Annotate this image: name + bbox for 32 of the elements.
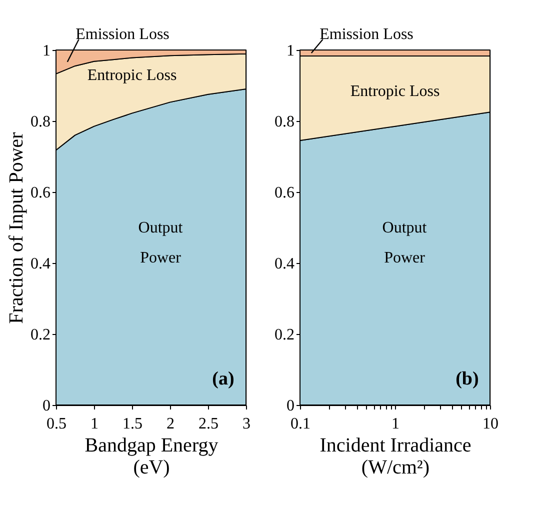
y-tick-label: 0.4 [274, 256, 294, 272]
y-tick-label: 0.2 [30, 326, 50, 344]
series-label: Entropic Loss [350, 82, 440, 100]
x-tick-label: 1 [90, 416, 98, 432]
x-axis-title: Bandgap Energy (eV) [84, 434, 218, 478]
x-tick-label: 2.5 [198, 416, 218, 432]
x-tick-label: 1.5 [122, 416, 142, 432]
y-tick-label: 0.2 [274, 326, 294, 344]
y-tick-label: 0.6 [274, 184, 294, 202]
y-tick-label: 0 [42, 398, 50, 414]
y-axis-title: Fraction of Input Power [6, 132, 28, 324]
x-tick-label: 3 [242, 416, 250, 432]
series-label: Output Power [382, 220, 428, 266]
y-tick-label: 0.8 [30, 114, 50, 130]
legend-label: Entropic Loss [87, 66, 177, 84]
x-tick-label: 1 [392, 416, 400, 432]
x-tick-label: 0.1 [290, 416, 310, 432]
x-tick-label: 0.5 [46, 416, 66, 432]
y-tick-label: 0.6 [30, 184, 50, 202]
x-tick-label: 2 [166, 416, 174, 432]
annotation: (a) [212, 368, 234, 390]
x-axis-title: Incident Irradiance (W/cm²) [320, 434, 472, 478]
y-tick-label: 0.4 [30, 256, 50, 272]
series-label: Emission Loss [76, 26, 170, 44]
y-tick-label: 0.8 [274, 114, 294, 130]
series-label: Emission Loss [320, 26, 414, 44]
series-label: Output Power [138, 220, 184, 266]
x-tick-label: 10 [482, 416, 498, 432]
annotation: (b) [456, 368, 479, 390]
y-tick-label: 1 [42, 42, 50, 60]
y-tick-label: 1 [286, 42, 294, 60]
y-tick-label: 0 [286, 398, 294, 414]
